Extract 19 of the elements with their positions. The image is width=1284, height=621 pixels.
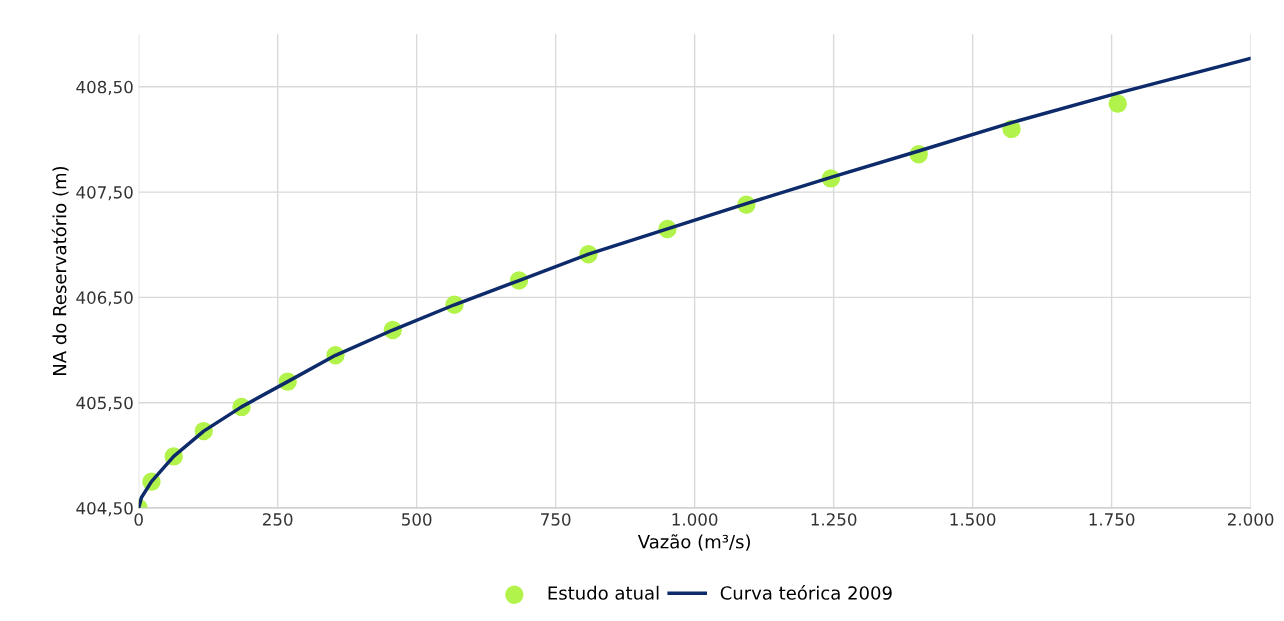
x-tick-label: 250 bbox=[262, 513, 293, 526]
x-tick-label: 1.750 bbox=[1089, 513, 1135, 526]
x-axis-title: Vazão (m³/s) bbox=[637, 534, 750, 551]
x-tick-label: 1.500 bbox=[950, 513, 996, 526]
y-tick-label: 408,50 bbox=[76, 80, 133, 96]
legend-label: Curva teórica 2009 bbox=[720, 585, 892, 600]
x-tick-label: 750 bbox=[541, 513, 571, 526]
y-tick-label: 405,50 bbox=[76, 396, 133, 411]
x-tick-label: 2.000 bbox=[1227, 513, 1274, 526]
legend-label: Estudo atual bbox=[548, 585, 659, 600]
x-tick-label: 0 bbox=[134, 513, 143, 526]
y-tick-label: 406,50 bbox=[76, 291, 133, 306]
x-tick-label: 500 bbox=[402, 513, 432, 526]
y-tick-label: 407,50 bbox=[76, 186, 133, 201]
y-axis-title: NA do Reservatório (m) bbox=[51, 166, 69, 375]
x-tick-label: 1.000 bbox=[672, 513, 718, 526]
y-tick-label: 404,50 bbox=[76, 501, 133, 517]
point bbox=[1108, 94, 1127, 113]
x-tick-label: 1.250 bbox=[811, 513, 857, 526]
